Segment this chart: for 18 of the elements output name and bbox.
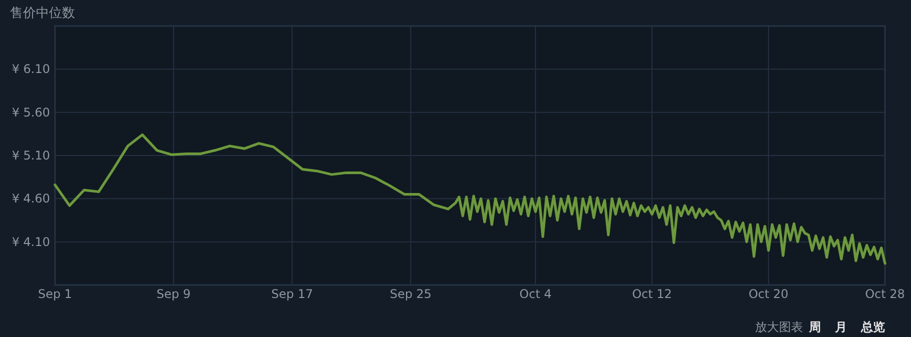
x-tick-label: Oct 28 [865, 287, 905, 301]
text: 总览 [860, 320, 885, 334]
text: 周 [808, 320, 821, 334]
x-tick-label: Oct 12 [632, 287, 672, 301]
x-tick-label: Sep 17 [271, 287, 313, 301]
x-tick-label: Oct 20 [748, 287, 788, 301]
y-tick-label: ¥ 6.10 [12, 62, 50, 76]
x-tick-label: Sep 1 [38, 287, 72, 301]
y-tick-label: ¥ 4.10 [12, 234, 50, 249]
y-tick-label: ¥ 4.60 [12, 192, 50, 206]
text: 放大图表 [755, 320, 803, 334]
y-tick-label: ¥ 5.10 [12, 148, 50, 162]
x-tick-label: Sep 9 [156, 287, 191, 301]
x-tick-label: Oct 4 [519, 287, 552, 301]
x-tick-label: Sep 25 [390, 287, 432, 301]
y-tick-label: ¥ 5.60 [12, 105, 50, 120]
chart-title: 售价中位数 [10, 6, 75, 21]
text: 月 [834, 320, 847, 334]
